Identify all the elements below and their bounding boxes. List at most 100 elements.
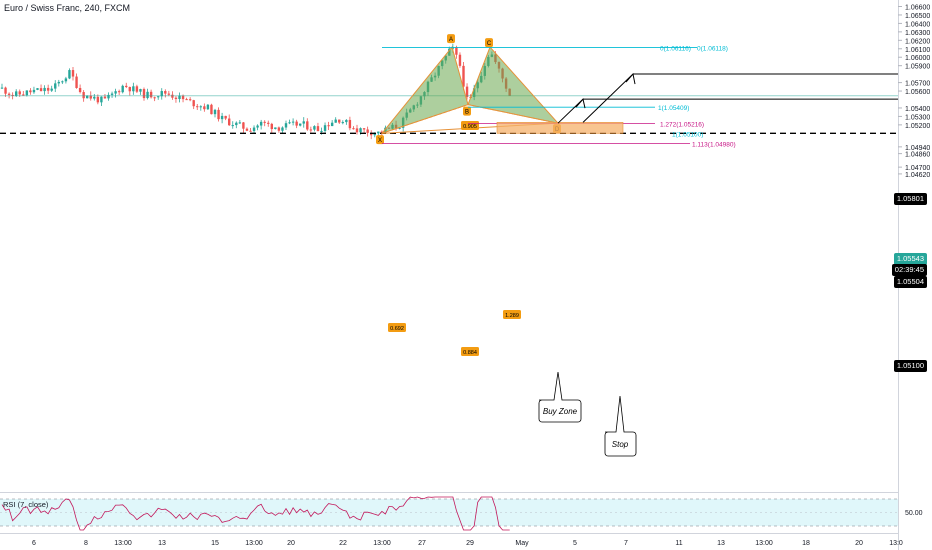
point-label-a: A	[449, 37, 453, 43]
point-label-c: C	[487, 41, 492, 47]
x-tick-label: May	[515, 540, 529, 547]
candle	[277, 126, 281, 133]
candle-body	[15, 91, 18, 96]
candle-body	[281, 127, 284, 131]
candle-body	[267, 122, 270, 124]
candle-body	[256, 125, 259, 128]
candle	[103, 93, 107, 99]
ratio-label: 0.692	[390, 326, 404, 332]
candle	[185, 97, 188, 101]
rsi-band	[0, 499, 898, 526]
y-tick-label: 1.05200	[905, 123, 930, 130]
x-tick-label: 29	[466, 540, 474, 547]
candle	[4, 86, 7, 97]
buy-zone-callout	[538, 371, 582, 423]
candle-body	[167, 93, 171, 95]
y-tick-label: 1.06500	[905, 13, 930, 20]
candle	[43, 85, 46, 95]
candle-body	[68, 70, 71, 79]
xb-ratio-line	[381, 104, 469, 134]
candle	[29, 88, 32, 95]
candle	[210, 103, 213, 115]
candle	[220, 112, 224, 124]
candle	[252, 125, 256, 134]
candle	[121, 84, 124, 94]
candle-body	[185, 99, 188, 101]
candle	[71, 67, 75, 81]
candle	[167, 90, 171, 97]
support-price-tag: 1.05100	[893, 360, 927, 372]
candle-body	[25, 90, 29, 96]
candle-body	[284, 123, 288, 128]
x-tick-label: 15	[211, 540, 219, 547]
candle-body	[82, 92, 85, 99]
candle-body	[196, 106, 199, 108]
y-tick-label: 1.06100	[905, 47, 930, 54]
y-tick-label: 1.04620	[905, 172, 930, 179]
x-tick-label: 11	[675, 540, 682, 547]
chart-title: Euro / Swiss Franc, 240, FXCM	[4, 3, 131, 13]
candle-body	[153, 97, 156, 99]
x-tick-label: 5	[573, 540, 577, 547]
rsi-line	[1, 496, 510, 531]
candle	[0, 83, 4, 89]
candle	[235, 121, 238, 129]
candle-body	[327, 125, 330, 127]
candle-body	[54, 83, 57, 89]
fib-level-1-label: 1(1.05409)	[658, 105, 689, 112]
current-price-tag: 1.05543	[893, 253, 927, 265]
candle-body	[178, 95, 181, 100]
x-tick-label: 7	[624, 540, 628, 547]
y-tick-label: 1.05300	[905, 114, 930, 121]
candle-body	[323, 125, 327, 131]
candle	[68, 68, 71, 80]
fib-level-0b-label: 0(1.06118)	[697, 45, 728, 52]
candle-body	[206, 104, 210, 110]
candle	[295, 119, 298, 129]
y-tick-label: 1.06300	[905, 30, 930, 37]
candle-body	[192, 100, 195, 107]
candle-body	[288, 122, 291, 124]
candle	[142, 87, 146, 101]
candle	[299, 123, 302, 127]
candle-body	[142, 89, 146, 99]
target-1-arrowhead	[575, 98, 586, 109]
x-tick-label: 22	[339, 540, 347, 547]
candle-body	[220, 115, 224, 120]
candle	[149, 89, 153, 99]
y-tick-label: 1.06600	[905, 5, 930, 12]
candle-body	[75, 76, 78, 88]
point-label-bg	[447, 34, 455, 44]
candle-body	[306, 121, 309, 130]
candle-body	[348, 119, 352, 129]
candle	[341, 120, 344, 125]
candle-body	[29, 90, 32, 93]
x-tick-label: 13:0	[889, 540, 903, 547]
x-tick-label: 13	[158, 540, 166, 547]
candle-body	[377, 131, 380, 134]
candle-body	[455, 47, 458, 55]
candle-body	[345, 119, 348, 123]
candle-body	[174, 97, 178, 100]
candle	[458, 52, 462, 68]
candle-body	[36, 88, 39, 90]
candle	[455, 45, 458, 59]
candle-body	[249, 130, 252, 132]
candle-body	[252, 127, 256, 132]
candle	[153, 96, 156, 102]
candle	[228, 114, 231, 126]
target-2-arrowhead	[625, 72, 636, 85]
candle-body	[114, 91, 117, 94]
candle	[146, 88, 149, 100]
candle-body	[157, 96, 160, 98]
candle-body	[302, 121, 305, 124]
candle-body	[259, 121, 263, 126]
candle	[188, 97, 192, 102]
candle-body	[235, 122, 238, 126]
x-tick-label: 18	[802, 540, 810, 547]
ratio-label-bg	[461, 347, 479, 356]
x-tick-label: 13:00	[373, 540, 391, 547]
candle	[64, 76, 68, 84]
candle	[39, 84, 43, 92]
